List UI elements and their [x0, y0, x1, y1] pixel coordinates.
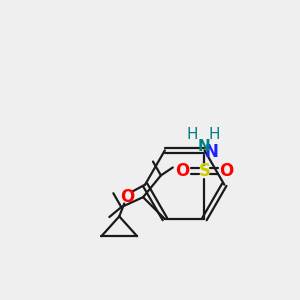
- Text: H: H: [208, 127, 220, 142]
- Text: N: N: [198, 139, 211, 154]
- Text: O: O: [176, 162, 190, 180]
- Text: S: S: [199, 162, 211, 180]
- Text: H: H: [187, 127, 198, 142]
- Text: O: O: [219, 162, 233, 180]
- Text: N: N: [205, 143, 218, 161]
- Text: O: O: [120, 188, 134, 206]
